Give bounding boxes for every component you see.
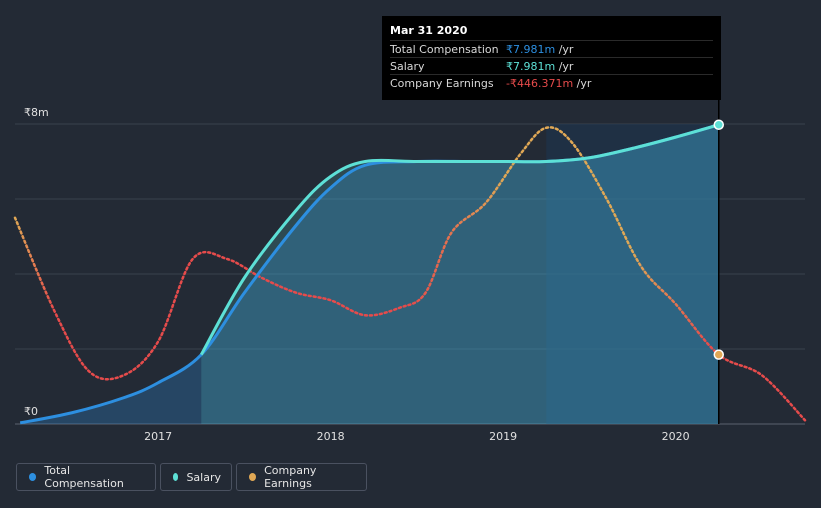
legend-dot-icon bbox=[249, 473, 257, 481]
tooltip-row-total: Total Compensation ₹7.981m /yr bbox=[390, 40, 713, 58]
hover-highlight-band bbox=[546, 124, 719, 424]
legend-label: Salary bbox=[186, 470, 221, 484]
legend-company-earnings[interactable]: Company Earnings bbox=[236, 463, 367, 491]
x-tick-label: 2019 bbox=[489, 430, 517, 443]
x-tick-label: 2020 bbox=[662, 430, 690, 443]
salary-area bbox=[201, 124, 719, 424]
compensation-chart: ₹8m ₹0 2017 2018 2019 2020 bbox=[13, 100, 807, 443]
legend-label: Company Earnings bbox=[264, 464, 317, 490]
tooltip-label: Salary bbox=[390, 60, 425, 73]
legend-salary[interactable]: Salary bbox=[160, 463, 232, 491]
salary-line[interactable] bbox=[199, 123, 720, 356]
legend-total-compensation[interactable]: Total Compensation bbox=[16, 463, 156, 491]
tooltip-value: ₹7.981m /yr bbox=[506, 60, 574, 73]
tooltip-label: Company Earnings bbox=[390, 77, 494, 90]
x-axis-ticks: 2017 2018 2019 2020 bbox=[144, 430, 689, 443]
total-compensation-area bbox=[20, 124, 719, 424]
tooltip-row-salary: Salary ₹7.981m /yr bbox=[390, 57, 713, 75]
legend-label: Total Compensation bbox=[44, 464, 124, 490]
company-earnings-line[interactable] bbox=[13, 126, 807, 422]
tooltip: Mar 31 2020 Total Compensation ₹7.981m /… bbox=[382, 16, 721, 100]
x-tick-label: 2018 bbox=[317, 430, 345, 443]
tooltip-row-earnings: Company Earnings -₹446.371m /yr bbox=[390, 74, 713, 92]
legend-dot-icon bbox=[29, 473, 37, 481]
legend-dot-icon bbox=[173, 473, 179, 481]
salary-hover-point bbox=[713, 119, 725, 130]
tooltip-label: Total Compensation bbox=[390, 43, 499, 56]
tooltip-value: ₹7.981m /yr bbox=[506, 43, 574, 56]
y-axis-min-label: ₹0 bbox=[24, 405, 38, 418]
tooltip-value: -₹446.371m /yr bbox=[506, 77, 592, 90]
earnings-hover-point bbox=[713, 349, 725, 360]
y-axis-max-label: ₹8m bbox=[24, 106, 49, 119]
tooltip-date: Mar 31 2020 bbox=[390, 24, 468, 37]
x-tick-label: 2017 bbox=[144, 430, 172, 443]
